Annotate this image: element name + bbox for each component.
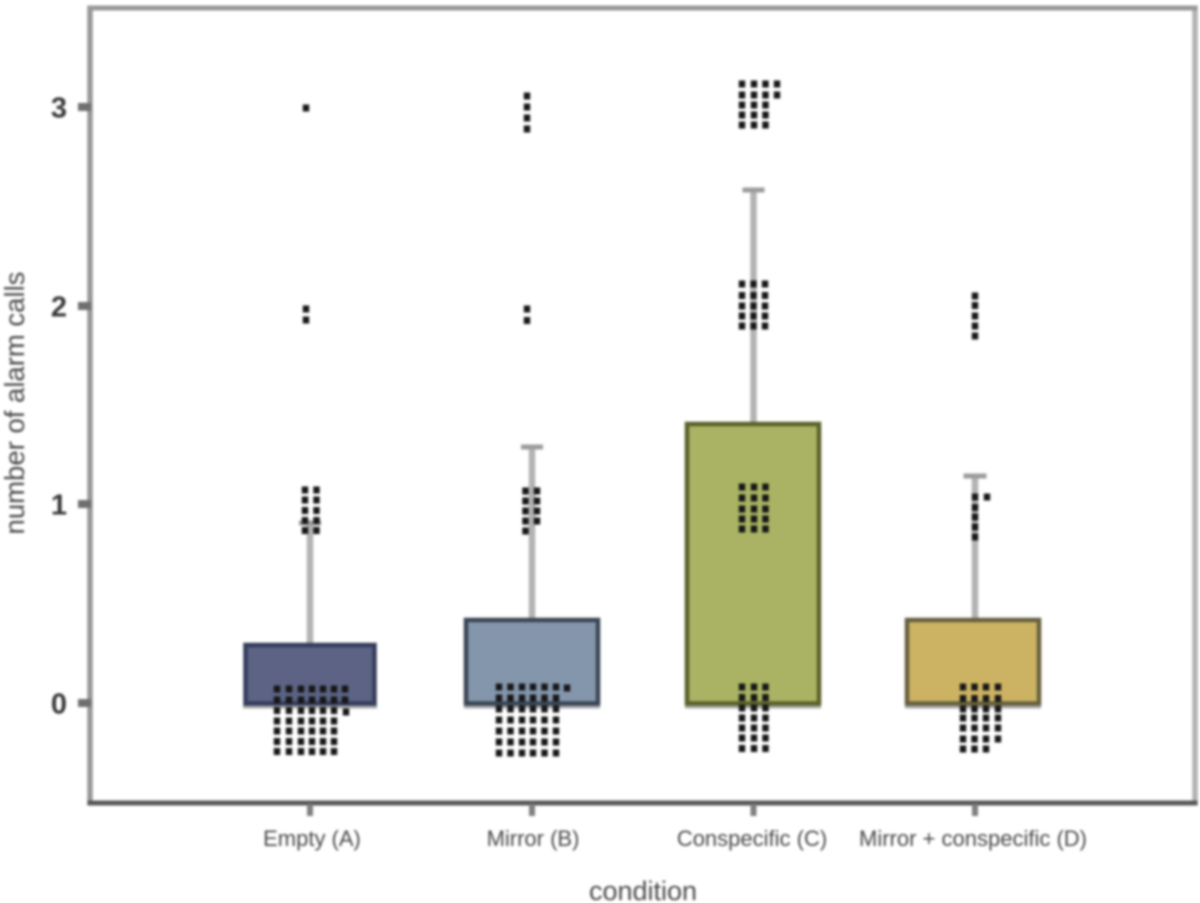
svg-text:Empty (A): Empty (A) <box>263 826 361 851</box>
svg-text:3: 3 <box>51 93 67 125</box>
svg-text:0: 0 <box>51 689 67 721</box>
svg-text:condition: condition <box>589 876 697 903</box>
svg-text:Conspecific (C): Conspecific (C) <box>677 826 827 851</box>
svg-text:1: 1 <box>51 490 67 522</box>
svg-text:Mirror + conspecific (D): Mirror + conspecific (D) <box>859 826 1087 851</box>
svg-text:number of alarm calls: number of alarm calls <box>0 272 30 535</box>
svg-text:Mirror (B): Mirror (B) <box>487 826 580 851</box>
svg-text:2: 2 <box>51 292 67 324</box>
